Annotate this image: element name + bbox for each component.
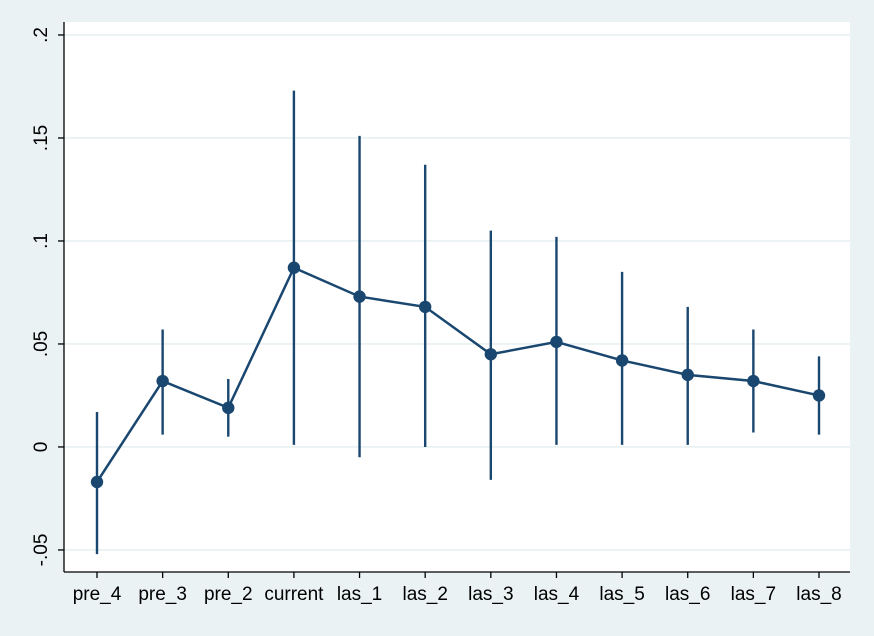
x-tick-label: las_8 (796, 584, 841, 605)
plot-area (64, 22, 850, 572)
data-point (156, 374, 169, 388)
data-point (484, 348, 498, 361)
data-point (812, 389, 826, 402)
y-tick-label: -.05 (31, 534, 52, 567)
data-point (222, 401, 235, 415)
y-tick-label: .1 (31, 233, 52, 249)
estimate-line (95, 266, 820, 483)
x-tick-label: pre_2 (204, 584, 253, 605)
x-tick-label: pre_4 (73, 584, 122, 605)
x-tick-label: las_6 (665, 584, 710, 605)
x-tick-label: current (264, 584, 324, 605)
x-tick-label: las_4 (534, 584, 580, 605)
y-tick-label: .15 (31, 125, 52, 151)
x-tick-label: las_5 (599, 584, 644, 605)
data-point (353, 290, 366, 303)
data-point (550, 335, 563, 349)
data-point (90, 475, 104, 489)
data-point (681, 368, 694, 382)
y-tick-label: .05 (31, 331, 52, 357)
data-point (287, 261, 301, 274)
y-tick-label: 0 (31, 442, 52, 453)
x-tick-label: pre_3 (138, 584, 187, 605)
x-tick-label: las_2 (402, 584, 447, 605)
x-tick-label: las_7 (731, 584, 776, 605)
y-tick-label: .2 (31, 27, 52, 43)
data-point (418, 300, 432, 314)
x-tick-label: las_3 (468, 584, 513, 605)
data-point (747, 374, 760, 388)
x-tick-label: las_1 (337, 584, 382, 605)
data-point (615, 354, 629, 367)
